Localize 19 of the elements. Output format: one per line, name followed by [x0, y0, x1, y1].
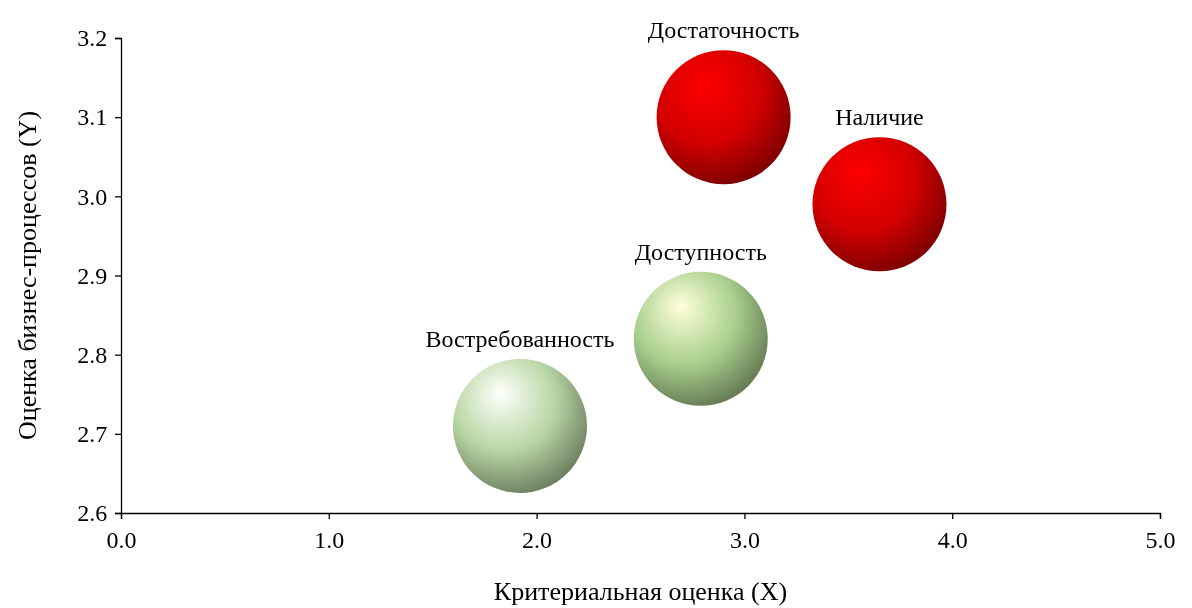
y-tick-label: 2.9	[77, 262, 108, 289]
series-label: Востребованность	[425, 325, 615, 352]
x-tick-label: 4.0	[937, 527, 968, 554]
y-tick-label: 3.2	[77, 25, 108, 52]
x-tick-label: 0.0	[106, 527, 137, 554]
series-label: Наличие	[835, 104, 924, 131]
y-tick-label: 3.0	[77, 183, 108, 210]
x-tick-label: 2.0	[522, 527, 553, 554]
y-tick-label: 2.6	[77, 500, 108, 527]
x-tick-label: 5.0	[1145, 527, 1176, 554]
y-axis-title: Оценка бизнес-процессов (Y)	[13, 110, 42, 441]
y-tick-label: 2.7	[77, 421, 108, 448]
x-axis-title: Критериальная оценка (X)	[493, 577, 788, 606]
x-tick-label: 3.0	[729, 527, 760, 554]
series-label: Доступность	[634, 238, 767, 265]
y-tick-label: 3.1	[77, 104, 108, 131]
y-tick-label: 2.8	[77, 341, 108, 368]
series-label: Достаточность	[647, 17, 800, 44]
x-tick-label: 1.0	[314, 527, 345, 554]
